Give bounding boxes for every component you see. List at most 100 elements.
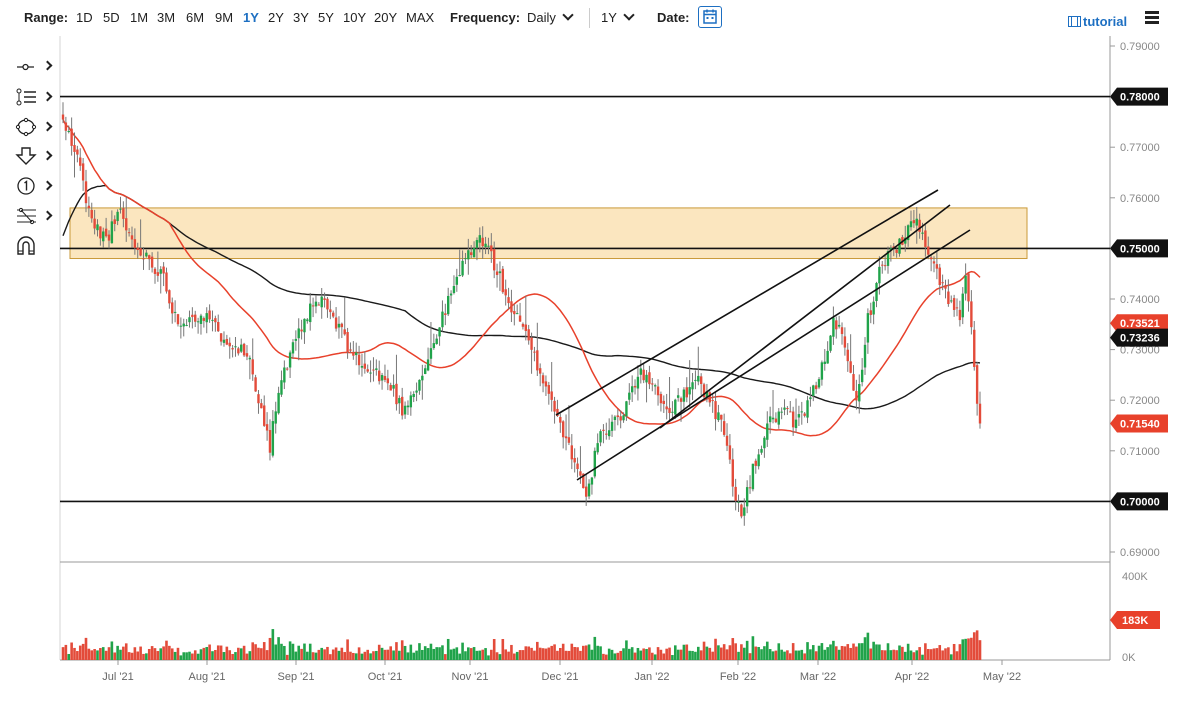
candle-down xyxy=(257,394,260,404)
volume-bar xyxy=(949,654,953,660)
trend-lines-tool[interactable] xyxy=(14,87,54,111)
candle-up xyxy=(806,400,809,418)
candle-down xyxy=(245,353,249,357)
candle-up xyxy=(625,401,628,417)
volume-current-badge xyxy=(1110,611,1160,629)
price-badge-label: 0.75000 xyxy=(1120,243,1160,255)
number-marker-tool[interactable] xyxy=(14,176,54,200)
candle-down xyxy=(731,459,734,487)
candle-down xyxy=(952,298,956,310)
volume-bar xyxy=(446,638,450,660)
volume-bar xyxy=(978,640,982,660)
arrow-tool[interactable] xyxy=(14,146,54,170)
volume-bar xyxy=(173,651,177,660)
candle-down xyxy=(786,408,789,410)
candle-up xyxy=(398,398,401,404)
volume-bar xyxy=(582,645,585,660)
volume-bar xyxy=(553,644,556,660)
period-dropdown[interactable]: 1Y xyxy=(601,9,635,25)
candle-up xyxy=(303,318,306,333)
volume-bar xyxy=(214,649,217,660)
volume-bar xyxy=(216,645,220,660)
range-10y[interactable]: 10Y xyxy=(343,10,367,25)
candle-down xyxy=(366,369,369,372)
volume-bar xyxy=(616,652,620,660)
candle-down xyxy=(754,460,757,466)
candle-down xyxy=(208,310,211,320)
volume-bar xyxy=(906,643,910,660)
volume-bar xyxy=(251,642,255,660)
candle-up xyxy=(906,225,910,241)
volume-bar xyxy=(872,641,875,660)
volume-bar xyxy=(484,648,487,660)
range-2y[interactable]: 2Y xyxy=(268,10,284,25)
volume-bar xyxy=(429,643,433,660)
magnet-tool[interactable] xyxy=(14,236,54,260)
volume-bar xyxy=(400,640,404,660)
range-3y[interactable]: 3Y xyxy=(293,10,309,25)
frequency-dropdown[interactable]: Daily xyxy=(527,9,574,25)
candle-down xyxy=(648,372,651,385)
tutorial-link[interactable]: tutorial xyxy=(1068,14,1127,29)
range-20y[interactable]: 20Y xyxy=(374,10,398,25)
candle-down xyxy=(76,149,79,155)
volume-bar xyxy=(556,650,559,660)
shapes-tool[interactable] xyxy=(14,117,54,141)
range-1d[interactable]: 1D xyxy=(76,10,93,25)
volume-bar xyxy=(369,653,372,660)
range-1y[interactable]: 1Y xyxy=(243,10,259,25)
candle-down xyxy=(679,398,683,402)
volume-bar xyxy=(113,652,117,660)
price-badge xyxy=(1110,314,1168,333)
candle-down xyxy=(564,436,568,439)
resistance-zone xyxy=(69,207,1028,260)
volume-bar xyxy=(475,650,479,660)
range-5y[interactable]: 5Y xyxy=(318,10,334,25)
volume-bar xyxy=(883,650,887,660)
x-tick-label: May '22 xyxy=(983,671,1021,683)
candle-down xyxy=(668,407,671,414)
candle-down xyxy=(748,487,752,489)
moving-average-fast-line xyxy=(62,119,981,437)
hamburger-menu-icon[interactable] xyxy=(1145,11,1159,26)
fibonacci-tool[interactable] xyxy=(14,206,54,230)
volume-bar xyxy=(314,652,318,660)
volume-bar xyxy=(234,652,237,660)
volume-bar xyxy=(809,649,812,660)
volume-bar xyxy=(935,648,939,660)
candle-down xyxy=(130,235,134,240)
candle-down xyxy=(383,376,387,380)
volume-bar xyxy=(880,650,884,660)
volume-bar xyxy=(242,645,246,660)
candle-up xyxy=(961,293,964,318)
candle-up xyxy=(743,507,746,516)
range-6m[interactable]: 6M xyxy=(186,10,205,25)
volume-bar xyxy=(490,649,493,660)
shapes-icon xyxy=(15,117,37,137)
volume-bar xyxy=(285,654,289,660)
candle-up xyxy=(760,449,763,453)
volume-bar xyxy=(127,652,131,660)
range-1m[interactable]: 1M xyxy=(130,10,149,25)
volume-bar xyxy=(708,647,712,660)
crosshair-tool[interactable] xyxy=(14,56,54,80)
volume-bar xyxy=(699,650,703,660)
candle-down xyxy=(559,416,562,423)
candle-up xyxy=(691,382,694,390)
range-3m[interactable]: 3M xyxy=(157,10,176,25)
range-9m[interactable]: 9M xyxy=(215,10,234,25)
volume-bar xyxy=(820,643,824,660)
volume-bar xyxy=(961,639,965,660)
candle-up xyxy=(173,311,177,313)
candle-up xyxy=(415,390,418,393)
volume-bar xyxy=(602,653,605,660)
volume-bar xyxy=(717,645,720,660)
calendar-button[interactable] xyxy=(698,6,722,28)
range-max[interactable]: MAX xyxy=(406,10,435,25)
volume-bar xyxy=(731,638,735,660)
volume-bar xyxy=(254,644,257,660)
range-5d[interactable]: 5D xyxy=(103,10,120,25)
volume-bar xyxy=(685,644,689,660)
candle-down xyxy=(579,471,582,476)
volume-bar xyxy=(656,647,660,660)
